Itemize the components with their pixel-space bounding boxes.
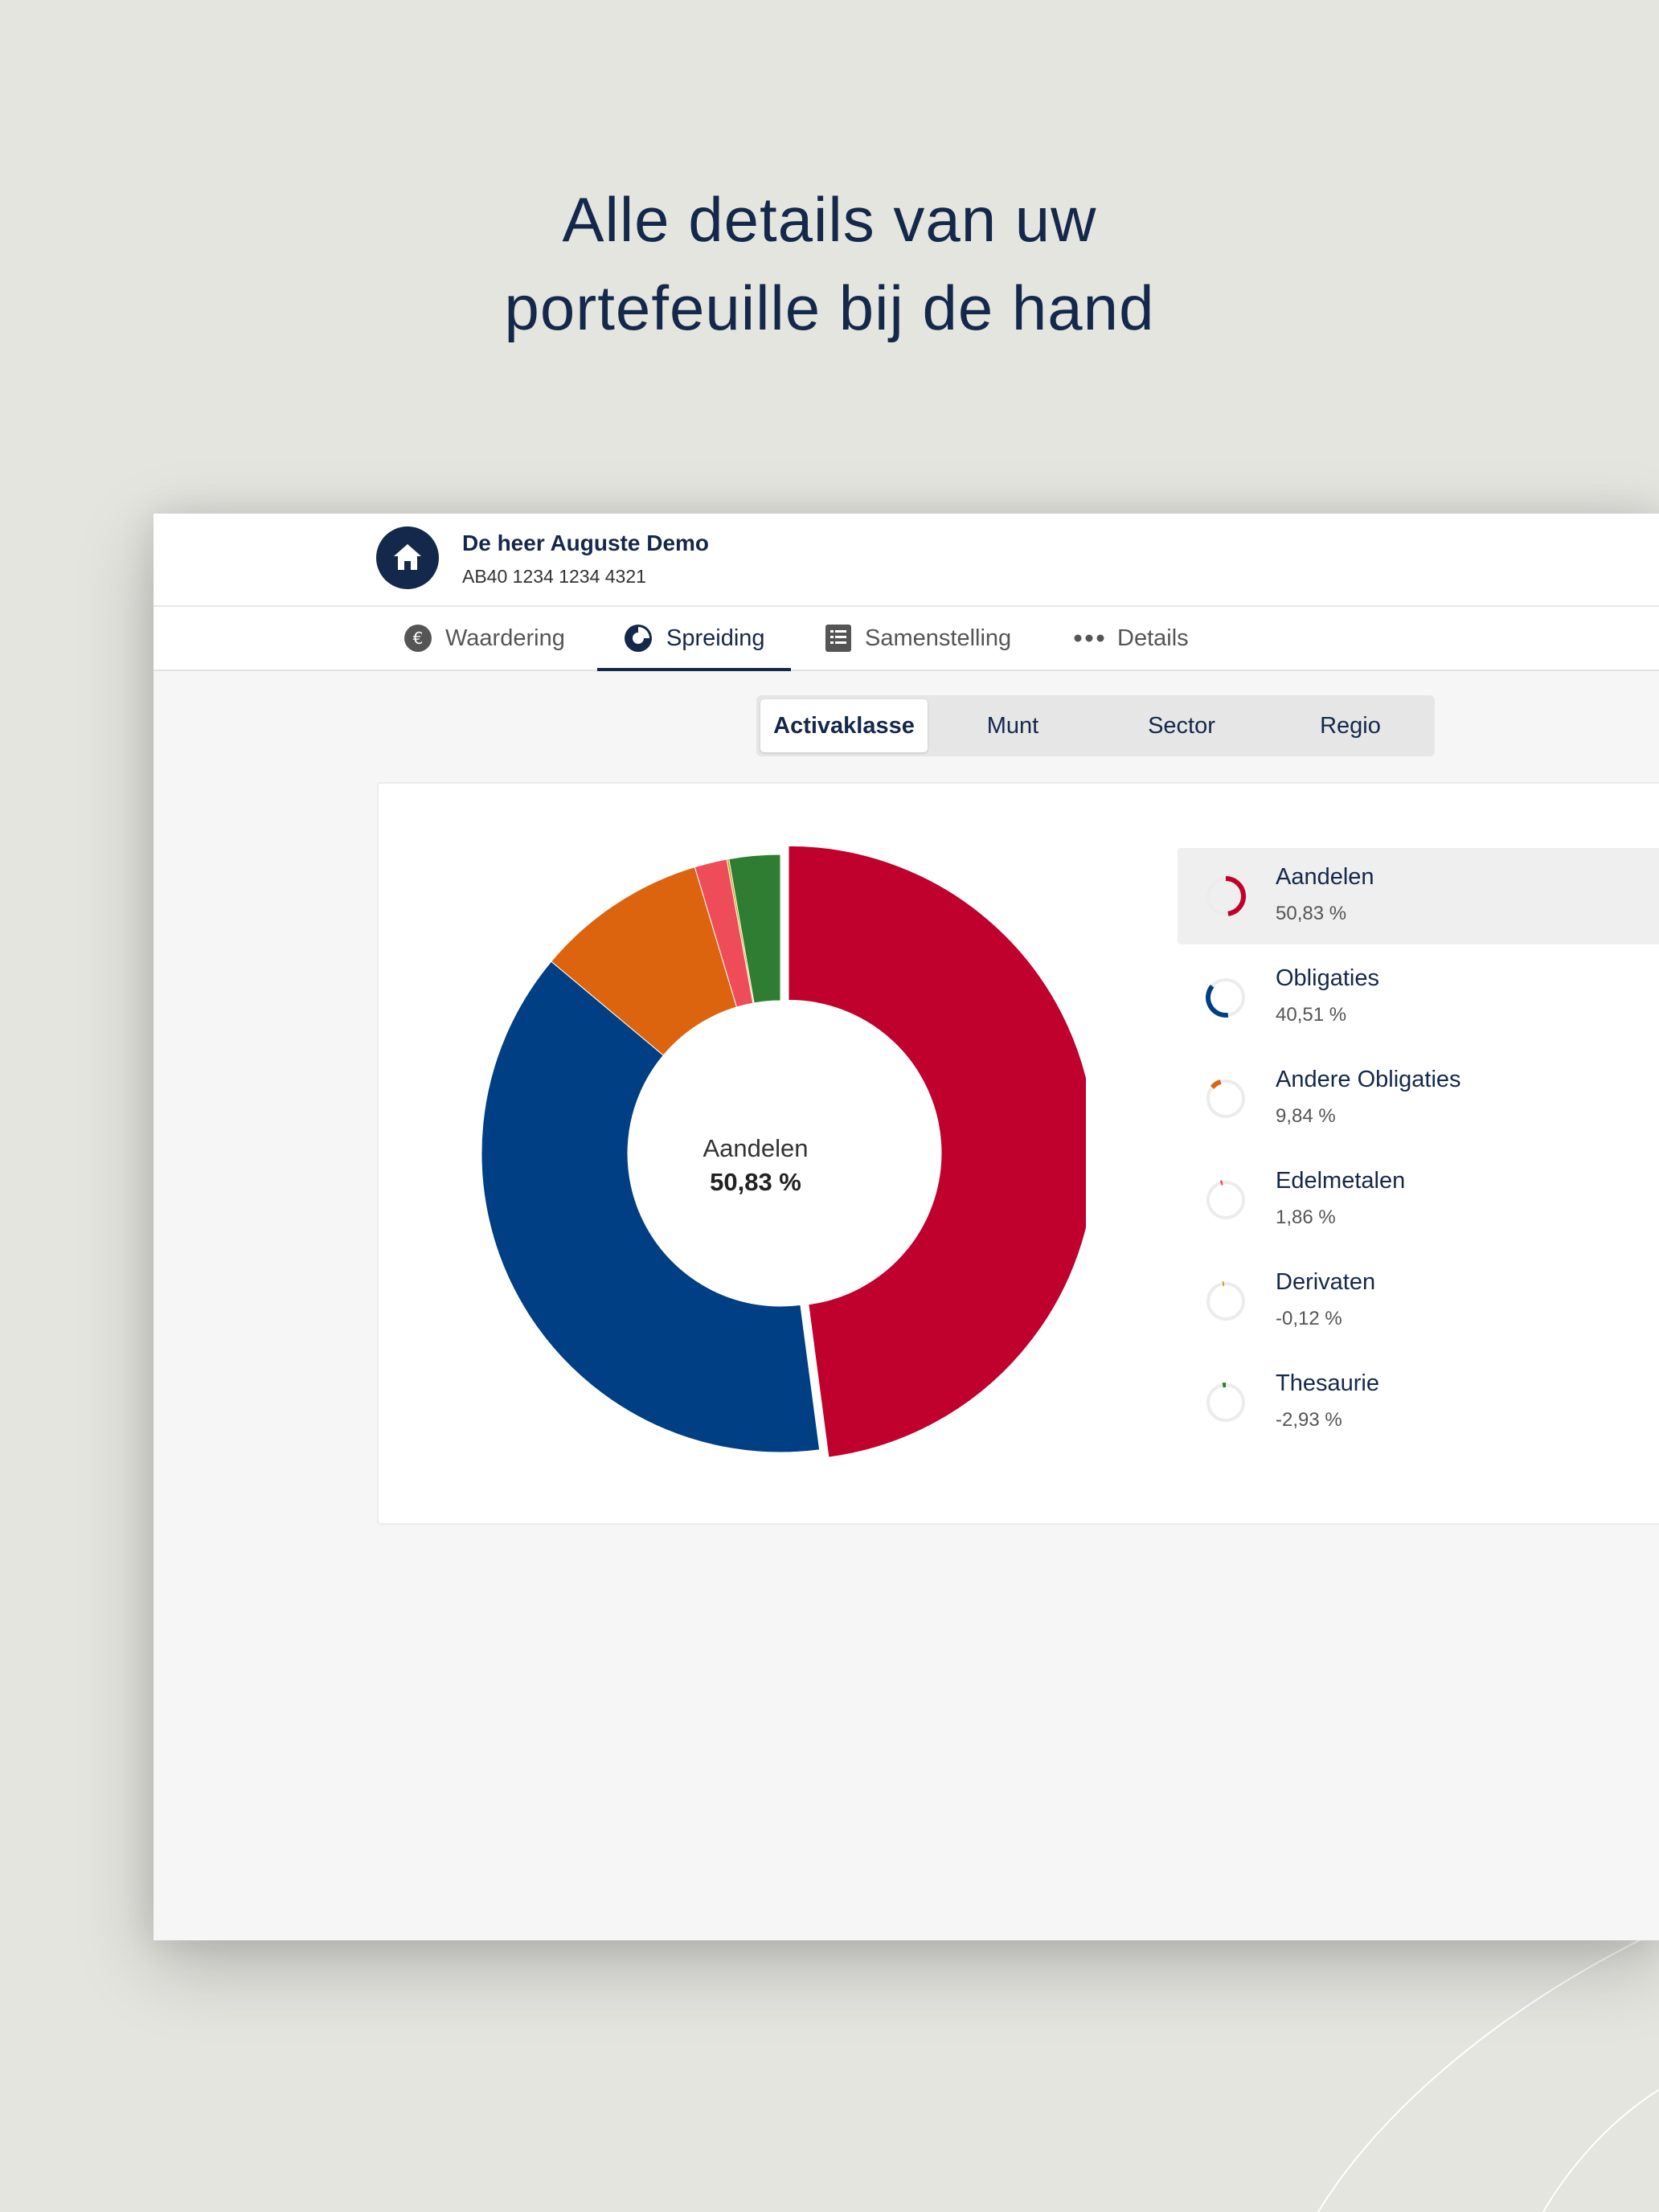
donut-slice-obligaties[interactable] (481, 961, 821, 1453)
more-dots-icon (1074, 634, 1104, 642)
donut-center-label: Aandelen 50,83 % (635, 1134, 876, 1197)
mini-donut-icon (1206, 1079, 1245, 1118)
mini-donut-icon (1206, 1281, 1245, 1321)
tab-details[interactable]: Details (1074, 607, 1189, 670)
allocation-donut-chart (481, 845, 1086, 1458)
legend-name: Thesaurie (1276, 1370, 1379, 1396)
list-icon (825, 625, 851, 652)
headline: Alle details van uw portefeuille bij de … (0, 175, 1659, 352)
legend-percentage: -2,93 % (1276, 1409, 1342, 1431)
mini-donut-arc (1225, 876, 1246, 916)
tab-details-label: Details (1117, 625, 1189, 651)
donut-slice-thesaurie[interactable] (728, 854, 781, 1004)
segment-regio[interactable]: Regio (1320, 712, 1381, 739)
segment-munt[interactable]: Munt (986, 712, 1039, 739)
mini-donut-track (1206, 1282, 1245, 1321)
legend-item-obligaties[interactable]: Obligaties 40,51 % (1178, 949, 1659, 1046)
mini-donut-arc (1206, 984, 1229, 1018)
segment-activaklasse[interactable]: Activaklasse (760, 699, 928, 752)
legend-percentage: 40,51 % (1276, 1004, 1347, 1026)
legend-percentage: 9,84 % (1276, 1105, 1336, 1127)
app-window: De heer Auguste Demo AB40 1234 1234 4321… (154, 514, 1659, 1940)
euro-icon: € (404, 625, 432, 652)
tab-bar: € Waardering Spreiding Samenstelling (154, 607, 1659, 671)
mini-donut-icon (1206, 978, 1245, 1018)
legend-name: Aandelen (1276, 864, 1374, 890)
donut-center-value: 50,83 % (710, 1168, 801, 1196)
mini-donut-track (1206, 1079, 1245, 1118)
legend-item-edelmetalen[interactable]: Edelmetalen 1,86 % (1178, 1152, 1659, 1248)
segment-sector[interactable]: Sector (1148, 712, 1215, 739)
mini-donut-icon (1206, 1382, 1245, 1422)
legend-percentage: -0,12 % (1276, 1308, 1342, 1329)
headline-line-1: Alle details van uw (562, 184, 1097, 255)
allocation-legend: Aandelen 50,83 % Obligaties 40,51 % Ande… (1178, 848, 1659, 1456)
mini-donut-icon (1206, 1180, 1245, 1219)
legend-percentage: 1,86 % (1276, 1206, 1336, 1228)
headline-line-2: portefeuille bij de hand (504, 272, 1155, 343)
legend-percentage: 50,83 % (1276, 903, 1347, 924)
mini-donut-track (1206, 1383, 1245, 1422)
mini-donut-arc (1210, 1079, 1222, 1089)
donut-center-name: Aandelen (703, 1134, 809, 1162)
allocation-card: Aandelen 50,83 % Aandelen 50,83 % Obliga… (377, 782, 1659, 1525)
legend-item-thesaurie[interactable]: Thesaurie -2,93 % (1178, 1354, 1659, 1451)
breakdown-segmented-control: Activaklasse Munt Sector Regio (756, 695, 1435, 756)
tab-spreiding-label: Spreiding (666, 625, 765, 651)
mini-donut-track (1206, 1181, 1245, 1219)
tab-spreiding[interactable]: Spreiding (597, 607, 791, 671)
tab-waardering[interactable]: € Waardering (403, 607, 565, 670)
donut-slice-aandelen[interactable] (788, 845, 1086, 1458)
tab-waardering-label: Waardering (445, 625, 565, 651)
client-name: De heer Auguste Demo (462, 530, 710, 555)
legend-name: Edelmetalen (1276, 1168, 1406, 1194)
legend-item-derivaten[interactable]: Derivaten -0,12 % (1178, 1253, 1659, 1350)
mini-donut-icon (1206, 876, 1246, 916)
legend-name: Obligaties (1276, 965, 1379, 991)
client-account-number: AB40 1234 1234 4321 (462, 566, 646, 587)
mini-donut-arc (1219, 1180, 1223, 1186)
legend-name: Andere Obligaties (1276, 1067, 1461, 1092)
legend-name: Derivaten (1276, 1269, 1376, 1295)
svg-text:€: € (413, 629, 424, 648)
home-avatar[interactable] (376, 526, 439, 589)
legend-item-aandelen[interactable]: Aandelen 50,83 % (1178, 848, 1659, 944)
tab-samenstelling[interactable]: Samenstelling (825, 607, 1011, 670)
donut-chart-icon (625, 625, 652, 652)
home-icon (394, 544, 421, 570)
legend-item-andere-obligaties[interactable]: Andere Obligaties 9,84 % (1178, 1051, 1659, 1147)
client-header: De heer Auguste Demo AB40 1234 1234 4321 (154, 514, 1659, 607)
tab-samenstelling-label: Samenstelling (865, 625, 1012, 651)
